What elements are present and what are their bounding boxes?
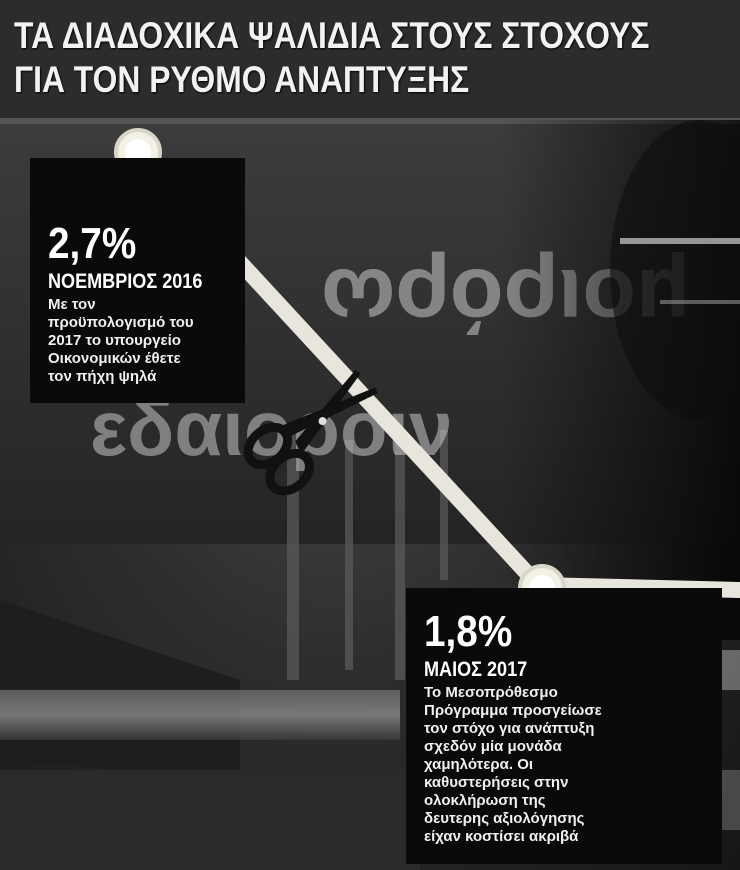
date-2017: ΜΑΙΟΣ 2017 [424, 658, 528, 681]
top-band [0, 0, 740, 120]
description-2016-line: Οικονομικών έθετε [48, 350, 181, 367]
callout-may-2017: 1,8% ΜΑΙΟΣ 2017 Το Μεσοπρόθεσμο Πρόγραμμ… [406, 588, 722, 864]
description-2016-line: προϋπολογισμό του [48, 314, 194, 331]
description-2017-line: χαμηλότερα. Οι [424, 756, 534, 773]
description-2017-line: καθυστερήσεις στην [424, 774, 569, 791]
description-2016-line: Με τον [48, 296, 96, 313]
date-2016: ΝΟΕΜΒΡΙΟΣ 2016 [48, 270, 203, 293]
description-2017-line: σχεδόν μία μονάδα [424, 738, 562, 755]
description-2017-line: δευτερης αξιολόγησης [424, 810, 585, 827]
description-2017-line: Πρόγραμμα προσγείωσε [424, 702, 602, 719]
description-2017-line: είχαν κοστίσει ακριβά [424, 828, 579, 845]
description-2017: Το Μεσοπρόθεσμο Πρόγραμμα προσγείωσε τον… [424, 684, 602, 846]
light-strip-2 [660, 300, 740, 304]
headline-line-1: ΤΑ ΔΙΑΔΟΧΙΚΑ ΨΑΛΙΔΙΑ ΣΤΟΥΣ ΣΤΟΧΟΥΣ [14, 15, 650, 56]
description-2016-line: 2017 το υπουργείο [48, 332, 181, 349]
description-2017-line: ολοκλήρωση της [424, 792, 546, 809]
headline: ΤΑ ΔΙΑΔΟΧΙΚΑ ΨΑΛΙΔΙΑ ΣΤΟΥΣ ΣΤΟΧΟΥΣ ΓΙΑ Τ… [14, 14, 650, 102]
description-2017-line: τον στόχο για ανάπτυξη [424, 720, 595, 737]
description-2016-line: τον πήχη ψηλά [48, 368, 157, 385]
top-ledge [0, 118, 740, 124]
light-strip-1 [620, 238, 740, 244]
value-2017: 1,8% [424, 607, 513, 656]
description-2017-line: Το Μεσοπρόθεσμο [424, 684, 558, 701]
lower-floor [0, 770, 420, 870]
scissors-icon [243, 369, 378, 496]
headline-line-2: ΓΙΑ ΤΟΝ ΡΥΘΜΟ ΑΝΑΠΤΥΞΗΣ [14, 59, 470, 100]
value-2016: 2,7% [48, 219, 137, 268]
figure-silhouette [610, 120, 740, 420]
description-2016: Με τον προϋπολογισμό του 2017 το υπουργε… [48, 296, 194, 386]
lower-beam [0, 690, 400, 740]
callout-nov-2016: 2,7% ΝΟΕΜΒΡΙΟΣ 2016 Με τον προϋπολογισμό… [30, 158, 245, 403]
